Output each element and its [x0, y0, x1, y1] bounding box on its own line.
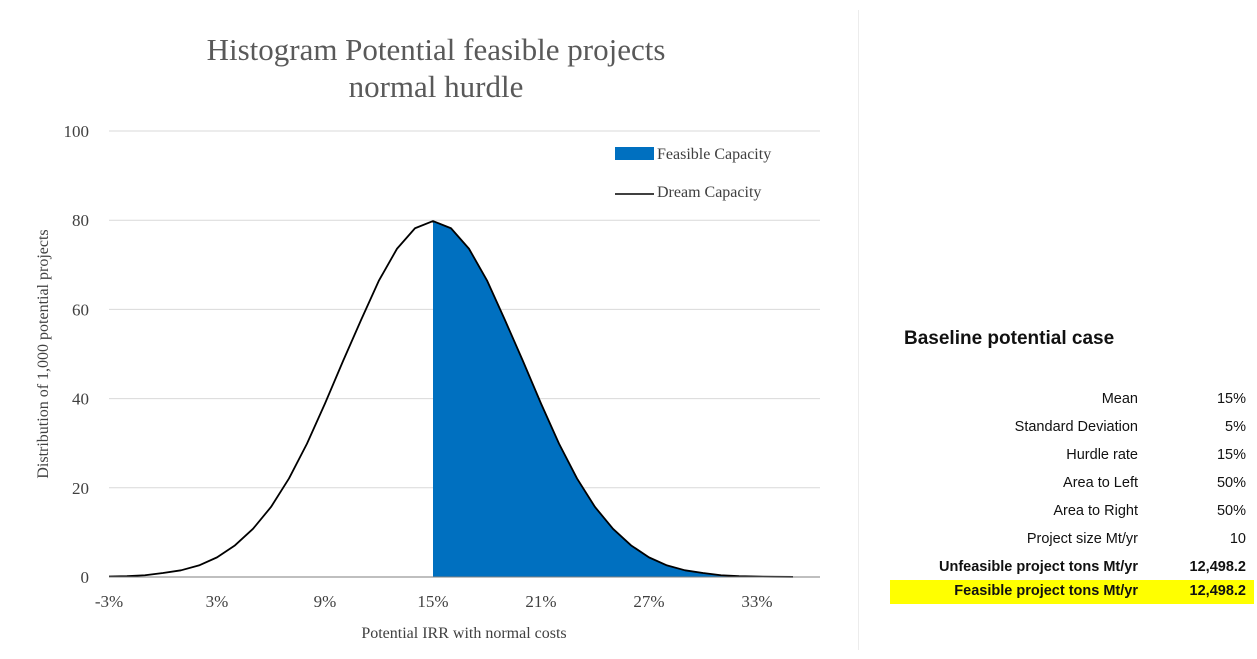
panel-divider — [858, 10, 859, 650]
table-row-value: 15% — [1216, 447, 1246, 463]
table-row-area-to-right: Area to Right 50% — [890, 500, 1254, 524]
x-tick-label: -3% — [95, 592, 123, 611]
y-tick-label: 60 — [72, 300, 89, 319]
legend-label-feasible-capacity: Feasible Capacity — [657, 146, 771, 163]
y-tick-label: 20 — [72, 479, 89, 498]
y-tick-label: 100 — [64, 122, 90, 141]
table-row-mean: Mean 15% — [890, 388, 1254, 412]
histogram-chart: Histogram Potential feasible projects no… — [35, 32, 820, 642]
chart-title-line-1: Histogram Potential feasible projects — [207, 32, 666, 67]
legend-swatch-feasible-capacity — [615, 147, 654, 160]
table-row-area-to-left: Area to Left 50% — [890, 472, 1254, 496]
table-row-value: 50% — [1216, 503, 1246, 519]
y-axis-label: Distribution of 1,000 potential projects — [35, 229, 52, 478]
y-tick-label: 0 — [81, 568, 90, 587]
table-row-value: 12,498.2 — [1189, 559, 1246, 575]
table-row-label: Area to Left — [1063, 475, 1138, 491]
table-row-value: 10 — [1229, 531, 1246, 547]
chart-title-line-2: normal hurdle — [349, 69, 524, 104]
x-axis-label: Potential IRR with normal costs — [361, 625, 566, 642]
y-tick-label: 80 — [72, 211, 89, 230]
legend-label-dream-capacity: Dream Capacity — [657, 184, 761, 201]
chart-panel: Histogram Potential feasible projects no… — [35, 32, 820, 642]
table-row-value: 12,498.2 — [1189, 583, 1246, 599]
y-tick-label: 40 — [72, 390, 89, 409]
x-tick-label: 33% — [741, 592, 772, 611]
legend: Feasible Capacity Dream Capacity — [615, 146, 771, 201]
x-tick-label: 9% — [314, 592, 337, 611]
x-tick-label: 27% — [633, 592, 664, 611]
table-title: Baseline potential case — [904, 328, 1115, 349]
table-row-project-size: Project size Mt/yr 10 — [890, 528, 1254, 552]
table-row-label: Unfeasible project tons Mt/yr — [938, 559, 1138, 575]
table-row-unfeasible-tons: Unfeasible project tons Mt/yr 12,498.2 — [890, 556, 1254, 580]
table-row-label: Hurdle rate — [1066, 447, 1138, 463]
x-tick-label: 3% — [206, 592, 229, 611]
series-feasible-capacity-area — [433, 221, 793, 578]
table-row-label: Area to Right — [1053, 503, 1138, 519]
table-row-value: 15% — [1216, 391, 1246, 407]
table-row-value: 5% — [1225, 419, 1246, 435]
table-row-label: Feasible project tons Mt/yr — [954, 583, 1138, 599]
table-row-feasible-tons: Feasible project tons Mt/yr 12,498.2 — [890, 580, 1254, 604]
x-tick-label: 21% — [525, 592, 556, 611]
table-row-label: Project size Mt/yr — [1026, 531, 1138, 547]
table-row-value: 50% — [1216, 475, 1246, 491]
x-tick-label: 15% — [417, 592, 448, 611]
series-dream-capacity-line — [108, 220, 794, 578]
table-row-label: Standard Deviation — [1014, 419, 1138, 435]
table-row-standard-deviation: Standard Deviation 5% — [890, 416, 1254, 440]
table-row-hurdle-rate: Hurdle rate 15% — [890, 444, 1254, 468]
table-row-label: Mean — [1101, 391, 1138, 407]
